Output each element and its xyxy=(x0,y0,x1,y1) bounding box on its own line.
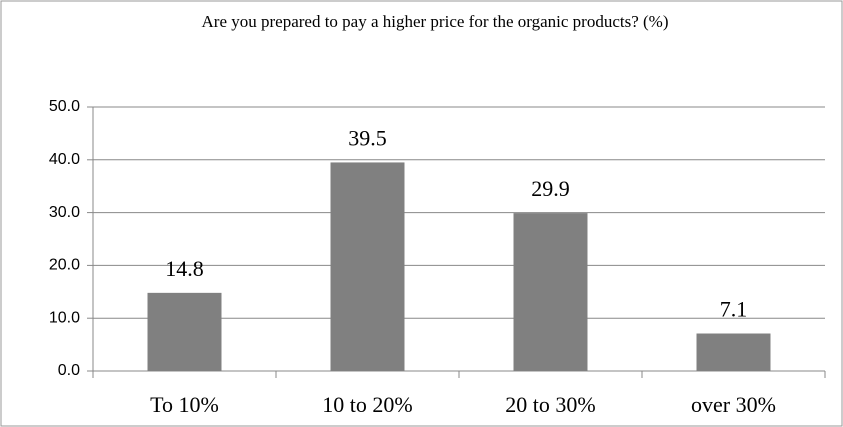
x-tick-label: To 10% xyxy=(150,392,219,417)
x-tick-label: 10 to 20% xyxy=(322,392,412,417)
x-tick-label: over 30% xyxy=(691,392,776,417)
value-label: 29.9 xyxy=(531,176,570,201)
bar xyxy=(513,213,588,371)
y-tick-label: 30.0 xyxy=(49,204,80,221)
bar xyxy=(147,292,222,371)
bar xyxy=(696,333,771,371)
bar xyxy=(330,162,405,371)
y-tick-label: 50.0 xyxy=(49,98,80,115)
y-tick-label: 0.0 xyxy=(58,362,80,379)
chart-title: Are you prepared to pay a higher price f… xyxy=(201,12,669,31)
x-tick-label: 20 to 30% xyxy=(505,392,595,417)
value-label: 39.5 xyxy=(348,125,387,150)
y-tick-label: 20.0 xyxy=(49,257,80,274)
y-tick-label: 10.0 xyxy=(49,309,80,326)
value-label: 7.1 xyxy=(720,297,748,322)
y-tick-label: 40.0 xyxy=(49,151,80,168)
value-label: 14.8 xyxy=(165,256,204,281)
